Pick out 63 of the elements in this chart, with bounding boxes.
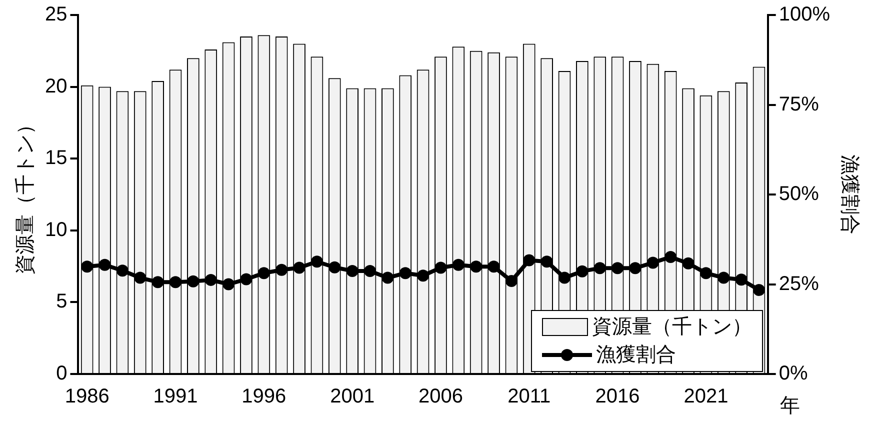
x-tick-label: 2016 [595, 386, 640, 408]
point [629, 262, 642, 274]
y-tick-label: 0 [56, 362, 68, 385]
point [488, 260, 500, 273]
point [81, 260, 94, 273]
y2-tick-label: 50% [778, 183, 820, 206]
legend-label: 資源量（千トン） [592, 315, 752, 340]
y2-tick-label: 25% [778, 272, 820, 295]
point [576, 265, 588, 278]
point [417, 270, 430, 282]
x-tick-label: 1986 [64, 386, 110, 408]
point [594, 262, 606, 274]
y2-tick-label: 100% [778, 4, 830, 26]
point [152, 276, 164, 288]
point [170, 276, 182, 288]
point [452, 258, 464, 271]
point [434, 262, 447, 274]
point [700, 267, 712, 280]
y-tick-label: 20 [44, 75, 68, 98]
y2-tick-label: 0% [778, 362, 808, 385]
y-tick-label: 10 [44, 218, 68, 241]
point [505, 275, 518, 288]
y-tick-label: 5 [56, 290, 68, 313]
point [523, 254, 536, 266]
point [753, 284, 766, 296]
point [470, 260, 482, 273]
legend-label: 漁獲割合 [596, 343, 676, 368]
y-axis-title: 資源量（千トン） [14, 114, 37, 274]
point [612, 262, 624, 274]
point [540, 256, 553, 268]
x-tick-label: 2006 [418, 386, 463, 408]
point [116, 264, 128, 277]
y-tick-label: 15 [44, 147, 68, 170]
point [222, 278, 235, 290]
point [646, 256, 659, 269]
point [399, 267, 412, 280]
point [346, 264, 358, 277]
point [258, 267, 270, 280]
x-tick-label: 2021 [684, 386, 728, 408]
x-tick-label: 2001 [330, 386, 375, 408]
point [276, 264, 288, 276]
point [364, 264, 376, 277]
point [664, 250, 677, 263]
point [382, 272, 394, 284]
x-tick-label: 1991 [153, 386, 198, 408]
y2-tick-label: 75% [778, 93, 820, 116]
x-tick-label: 1996 [242, 386, 286, 408]
point [293, 262, 306, 274]
point [718, 272, 730, 284]
point [240, 273, 252, 286]
x-axis-title: 年 [780, 394, 800, 419]
y2-axis-title: 漁獲割合 [838, 154, 860, 234]
point [204, 274, 217, 286]
point [558, 272, 571, 284]
point [735, 274, 748, 286]
point [310, 256, 323, 268]
point [682, 257, 694, 270]
x-tick-label: 2011 [508, 386, 551, 408]
point [134, 272, 146, 284]
point [98, 258, 111, 271]
y-tick-label: 25 [44, 4, 68, 26]
point [328, 261, 341, 274]
point [187, 275, 200, 288]
